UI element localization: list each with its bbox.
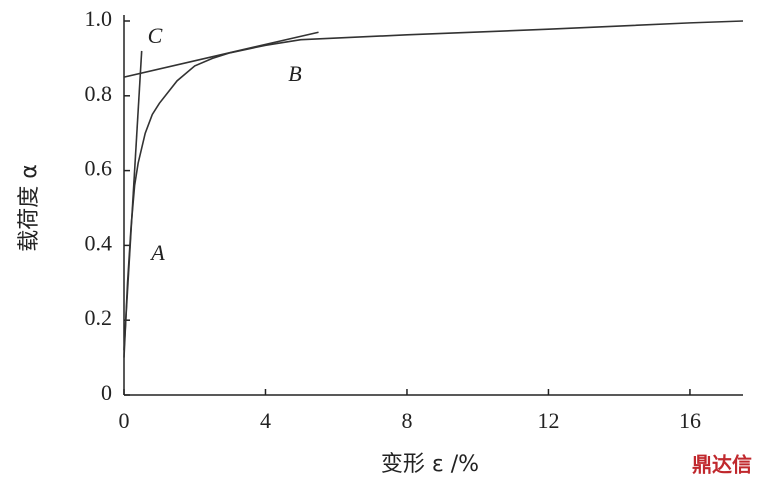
- x-tick-label: 4: [260, 408, 271, 433]
- x-tick-label: 8: [401, 408, 412, 433]
- y-axis-label: 载荷度 α: [17, 164, 42, 252]
- y-tick-label: 1.0: [85, 6, 113, 31]
- watermark: 鼎达信: [692, 453, 752, 477]
- y-tick-label: 0.4: [85, 230, 113, 255]
- line: [123, 20, 744, 358]
- x-tick-label: 16: [679, 408, 701, 433]
- y-tick-label: 0.6: [85, 156, 113, 181]
- annotation: C: [148, 23, 163, 48]
- y-tick-label: 0.2: [85, 305, 113, 330]
- line: [123, 31, 319, 78]
- y-tick-label: 0.8: [85, 81, 113, 106]
- y-tick-label: 0: [101, 380, 112, 405]
- annotation: B: [288, 61, 301, 86]
- annotation: A: [149, 240, 165, 265]
- line: [123, 50, 143, 351]
- x-tick-label: 12: [537, 408, 559, 433]
- x-axis-label: 变形 ε /%: [381, 452, 479, 477]
- x-tick-label: 0: [119, 408, 130, 433]
